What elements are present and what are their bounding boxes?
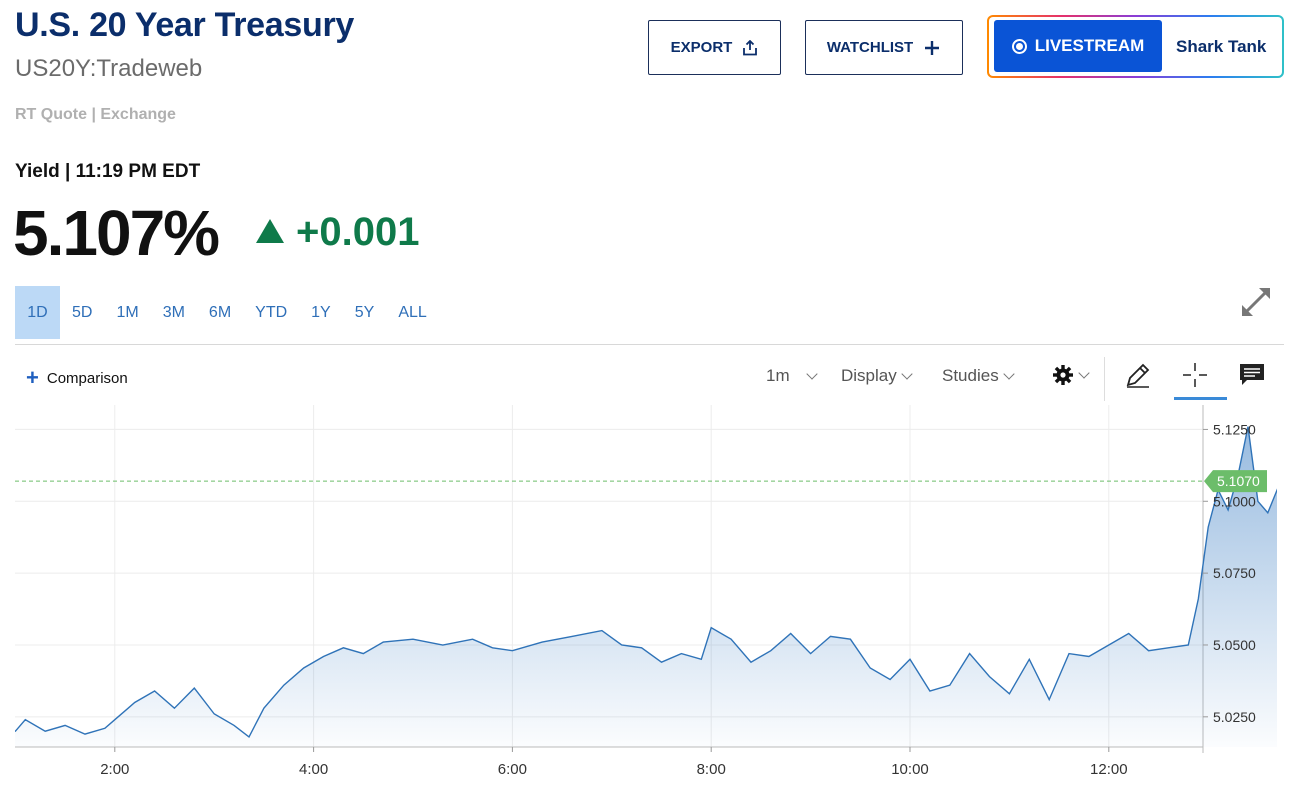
interval-dropdown[interactable]: 1m	[766, 366, 818, 386]
settings-dropdown[interactable]	[1052, 364, 1090, 386]
symbol-label: US20Y:Tradeweb	[15, 55, 203, 82]
page-title: U.S. 20 Year Treasury	[15, 6, 354, 44]
price-value: 5.107%	[13, 197, 220, 269]
series-line	[15, 426, 1277, 738]
yield-chart[interactable]: 5.1250 5.1000 5.0750 5.0500 5.0250 2:00 4:00 6…	[15, 405, 1277, 785]
crosshair-icon[interactable]	[1180, 360, 1210, 390]
livestream-banner[interactable]: LIVESTREAM Shark Tank	[987, 15, 1284, 78]
change-value: +0.001	[296, 210, 420, 254]
plus-icon	[925, 40, 940, 55]
display-label: Display	[841, 366, 897, 385]
x-tick-label: 8:00	[697, 761, 726, 778]
display-dropdown[interactable]: Display	[841, 366, 913, 386]
comparison-label: Comparison	[46, 369, 128, 387]
watchlist-label: WATCHLIST	[826, 39, 914, 56]
plus-icon: +	[26, 365, 39, 390]
chevron-down-icon	[1003, 368, 1015, 380]
active-tool-indicator	[1174, 397, 1227, 400]
range-tab-1y[interactable]: 1Y	[311, 303, 331, 321]
range-tab-1d[interactable]: 1D	[15, 286, 60, 339]
range-tab-5y[interactable]: 5Y	[354, 303, 375, 321]
quote-source: RT Quote | Exchange	[15, 106, 176, 123]
comparison-button[interactable]: + Comparison	[26, 365, 128, 390]
x-tick-label: 4:00	[299, 761, 328, 778]
livestream-inner: LIVESTREAM Shark Tank	[989, 17, 1282, 76]
toolbar-separator	[1104, 357, 1105, 401]
divider	[15, 344, 1284, 345]
x-tick-label: 10:00	[891, 761, 929, 778]
y-tick-label: 5.1000	[1213, 493, 1256, 509]
range-tab-ytd[interactable]: YTD	[255, 303, 288, 321]
comment-icon[interactable]	[1237, 360, 1267, 390]
x-axis: 2:004:006:008:0010:0012:0014:0016:0018:0…	[100, 747, 1128, 778]
studies-label: Studies	[942, 366, 999, 385]
range-tab-1m[interactable]: 1M	[116, 303, 139, 321]
interval-value: 1m	[766, 366, 790, 385]
export-button[interactable]: EXPORT	[648, 20, 781, 75]
up-arrow-icon	[256, 219, 284, 243]
x-tick-label: 2:00	[100, 761, 129, 778]
last-value-label: 5.1070	[1217, 473, 1260, 489]
range-tabs: 1D 5D 1M 3M 6M YTD 1Y 5Y ALL	[15, 286, 439, 339]
pencil-icon[interactable]	[1123, 360, 1153, 390]
range-tab-3m[interactable]: 3M	[162, 303, 185, 321]
yield-timestamp: Yield | 11:19 PM EDT	[15, 161, 201, 182]
livestream-show-title[interactable]: Shark Tank	[1176, 37, 1267, 56]
export-label: EXPORT	[670, 39, 733, 56]
y-tick-label: 5.1250	[1213, 421, 1256, 437]
studies-dropdown[interactable]: Studies	[942, 366, 1015, 386]
chevron-down-icon	[1078, 367, 1090, 379]
y-tick-label: 5.0500	[1213, 637, 1256, 653]
range-tab-6m[interactable]: 6M	[208, 303, 232, 321]
area-fill	[15, 426, 1277, 747]
last-value-badge-bg	[1204, 470, 1267, 493]
last-value-badge: 5.1070	[1204, 470, 1267, 493]
range-tab-5d[interactable]: 5D	[72, 303, 93, 321]
share-icon	[743, 39, 758, 55]
expand-icon[interactable]	[1238, 284, 1274, 320]
y-tick-label: 5.0250	[1213, 709, 1256, 725]
y-tick-label: 5.0750	[1213, 565, 1256, 581]
range-tab-all[interactable]: ALL	[398, 303, 427, 321]
x-tick-label: 12:00	[1090, 761, 1128, 778]
gear-icon	[1053, 365, 1073, 385]
live-dot-icon	[1011, 38, 1027, 54]
chevron-down-icon	[805, 368, 818, 380]
y-axis: 5.1250 5.1000 5.0750 5.0500 5.0250	[1203, 421, 1256, 725]
livestream-button[interactable]: LIVESTREAM	[994, 20, 1162, 72]
chevron-down-icon	[901, 368, 913, 380]
livestream-label: LIVESTREAM	[1034, 36, 1145, 55]
watchlist-button[interactable]: WATCHLIST	[805, 20, 963, 75]
x-tick-label: 6:00	[498, 761, 527, 778]
